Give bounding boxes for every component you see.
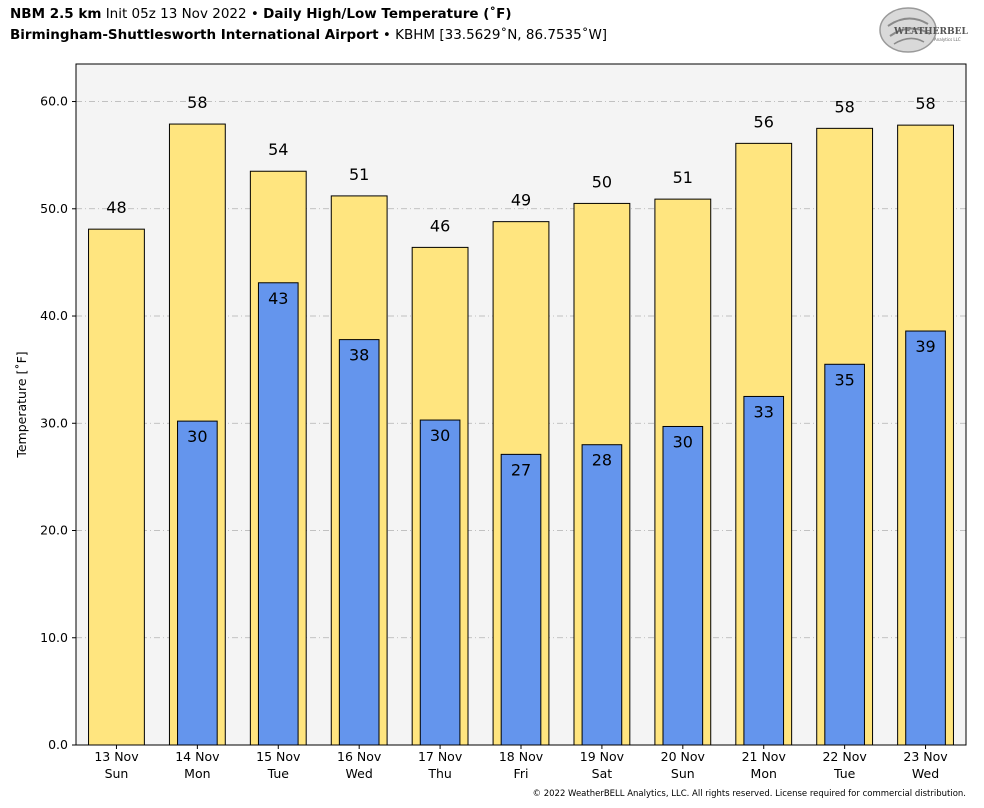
copyright-notice: © 2022 WeatherBELL Analytics, LLC. All r… [532, 789, 966, 799]
x-axis: 13 Nov Sun 14 Nov Mon 15 Nov Tue 16 Nov Wed 17 N… [94, 745, 948, 781]
x-tick-day-label: Mon [184, 766, 210, 781]
x-tick-day-label: Sat [592, 766, 613, 781]
low-bar [338, 339, 380, 746]
low-value-label: 39 [915, 337, 935, 356]
logo-text: WEATHERBELL [893, 27, 968, 37]
x-tick-date-label: 23 Nov [903, 749, 948, 764]
y-tick-label: 40.0 [40, 308, 68, 323]
low-value-label: 30 [430, 426, 450, 445]
y-tick-label: 0.0 [48, 737, 68, 752]
x-tick-date-label: 22 Nov [822, 749, 867, 764]
x-tick-day-label: Tue [833, 766, 856, 781]
high-value-label: 50 [592, 172, 612, 191]
low-bar [905, 330, 946, 746]
high-value-label: 58 [834, 97, 854, 116]
init-time: Init 05z 13 Nov 2022 [105, 6, 247, 22]
high-bar [88, 228, 145, 746]
x-tick-date-label: 21 Nov [742, 749, 787, 764]
low-bar [500, 453, 542, 746]
weatherbell-logo-icon: WEATHERBELL Analytics LLC [878, 6, 975, 54]
low-value-label: 30 [673, 432, 693, 451]
model-name: NBM 2.5 km [10, 6, 102, 22]
y-tick-label: 50.0 [40, 201, 68, 216]
low-value-label: 38 [349, 346, 369, 365]
low-bar [581, 444, 623, 746]
y-tick-label: 30.0 [40, 415, 68, 430]
y-axis: 0.0 10.0 20.0 30.0 40.0 50.0 60.0 [40, 94, 76, 752]
x-tick-date-label: 19 Nov [580, 749, 625, 764]
x-tick-day-label: Fri [514, 766, 529, 781]
x-tick-day-label: Wed [912, 766, 939, 781]
high-value-label: 56 [754, 112, 774, 131]
low-bar [177, 420, 218, 746]
y-tick-label: 10.0 [40, 630, 68, 645]
low-temperature-bars [177, 282, 946, 746]
high-value-label: 46 [430, 216, 450, 235]
x-tick-date-label: 15 Nov [256, 749, 301, 764]
station-name: Birmingham-Shuttlesworth International A… [10, 27, 379, 43]
station-info: KBHM [33.5629˚N, 86.7535˚W] [395, 27, 608, 43]
x-tick-day-label: Mon [751, 766, 777, 781]
low-value-label: 33 [754, 402, 774, 421]
low-value-label: 35 [834, 370, 854, 389]
separator: • [382, 27, 391, 43]
x-tick-date-label: 17 Nov [418, 749, 463, 764]
x-tick-date-label: 18 Nov [499, 749, 544, 764]
low-bar [257, 282, 299, 746]
high-value-label: 48 [106, 198, 126, 217]
x-tick-day-label: Wed [346, 766, 373, 781]
low-value-label: 43 [268, 289, 288, 308]
low-value-label: 30 [187, 427, 207, 446]
high-value-label: 49 [511, 191, 531, 210]
data-labels: 48 58 30 54 43 51 38 46 30 49 27 50 28 51 30 56 33 58 35 58… [106, 93, 935, 479]
x-tick-day-label: Thu [427, 766, 451, 781]
product-name: Daily High/Low Temperature (˚F) [263, 6, 512, 22]
station-line: Birmingham-Shuttlesworth International A… [10, 27, 607, 43]
low-bar [743, 395, 785, 746]
low-value-label: 27 [511, 460, 531, 479]
plot-frame [75, 63, 967, 746]
high-value-label: 58 [915, 94, 935, 113]
chart-title-line: NBM 2.5 km Init 05z 13 Nov 2022 • Daily … [10, 6, 512, 22]
separator: • [250, 6, 259, 22]
x-tick-day-label: Sun [105, 766, 129, 781]
high-value-label: 54 [268, 140, 288, 159]
x-tick-day-label: Tue [267, 766, 290, 781]
logo-subtext: Analytics LLC [934, 37, 961, 42]
low-bar [419, 419, 461, 746]
x-tick-date-label: 20 Nov [661, 749, 706, 764]
low-bar [824, 363, 865, 746]
low-bar [662, 425, 704, 746]
x-tick-date-label: 14 Nov [175, 749, 220, 764]
y-tick-label: 20.0 [40, 523, 68, 538]
x-tick-day-label: Sun [671, 766, 695, 781]
y-tick-label: 60.0 [40, 94, 68, 109]
high-value-label: 58 [187, 93, 207, 112]
x-tick-date-label: 13 Nov [94, 749, 139, 764]
low-value-label: 28 [592, 451, 612, 470]
y-axis-label: Temperature [˚F] [14, 351, 29, 458]
high-value-label: 51 [349, 165, 369, 184]
high-value-label: 51 [673, 168, 693, 187]
x-tick-date-label: 16 Nov [337, 749, 382, 764]
